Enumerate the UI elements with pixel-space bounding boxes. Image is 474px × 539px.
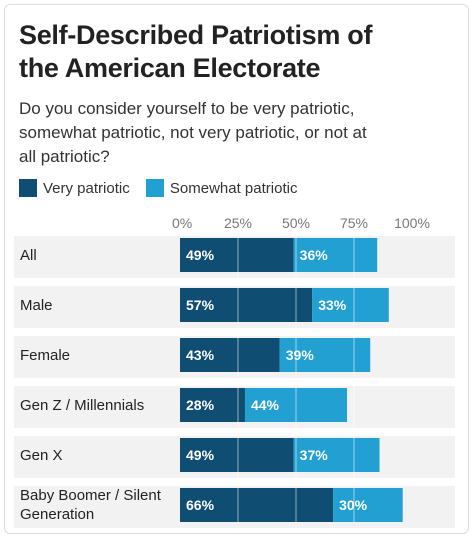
legend-label-somewhat: Somewhat patriotic [169, 179, 298, 197]
bar-somewhat-patriotic [312, 288, 389, 322]
data-label: 43% [186, 347, 215, 363]
bar-somewhat-patriotic [293, 238, 378, 272]
subtitle-line-3: all patriotic? [19, 147, 110, 166]
title-line-1: Self-Described Patriotism of [19, 20, 373, 50]
data-label: 36% [300, 247, 329, 263]
title-line-2: the American Electorate [19, 53, 321, 83]
x-tick-label: 100% [394, 215, 430, 231]
category-label: Generation [20, 506, 94, 523]
legend: Very patriotic Somewhat patriotic [19, 179, 309, 201]
data-label: 39% [286, 347, 315, 363]
subtitle-line-2: somewhat patriotic, not very patriotic, … [19, 123, 367, 142]
data-label: 49% [186, 447, 215, 463]
data-label: 28% [186, 397, 215, 413]
data-label: 33% [318, 297, 347, 313]
data-label: 66% [186, 497, 215, 513]
legend-label-very: Very patriotic [43, 179, 130, 197]
x-tick-label: 25% [224, 215, 252, 231]
bar-very-patriotic [180, 338, 280, 372]
category-label: Female [20, 347, 70, 364]
bar-somewhat-patriotic [333, 488, 403, 522]
data-label: 37% [300, 447, 329, 463]
legend-item-very: Very patriotic [19, 179, 130, 197]
bar-somewhat-patriotic [279, 338, 371, 372]
legend-swatch-somewhat [145, 179, 164, 197]
chart-title: Self-Described Patriotism of the America… [19, 19, 459, 85]
subtitle-line-1: Do you consider yourself to be very patr… [19, 99, 355, 118]
bar-somewhat-patriotic [293, 438, 380, 472]
x-tick-label: 0% [172, 215, 192, 231]
category-label: All [20, 247, 37, 264]
data-label: 30% [339, 497, 368, 513]
x-tick-label: 50% [282, 215, 310, 231]
legend-item-somewhat: Somewhat patriotic [145, 179, 298, 197]
category-label: Gen X [20, 447, 63, 464]
x-tick-label: 75% [340, 215, 368, 231]
category-label: Baby Boomer / Silent [20, 487, 162, 504]
bar-very-patriotic [180, 238, 294, 272]
data-label: 57% [186, 297, 215, 313]
category-label: Male [20, 297, 53, 314]
chart-subtitle: Do you consider yourself to be very patr… [19, 97, 459, 169]
data-label: 44% [251, 397, 280, 413]
bar-very-patriotic [180, 388, 245, 422]
bar-very-patriotic [180, 488, 334, 522]
category-label: Gen Z / Millennials [20, 397, 144, 414]
data-label: 49% [186, 247, 215, 263]
legend-swatch-very [19, 179, 37, 197]
bar-very-patriotic [180, 438, 294, 472]
bar-very-patriotic [180, 288, 313, 322]
